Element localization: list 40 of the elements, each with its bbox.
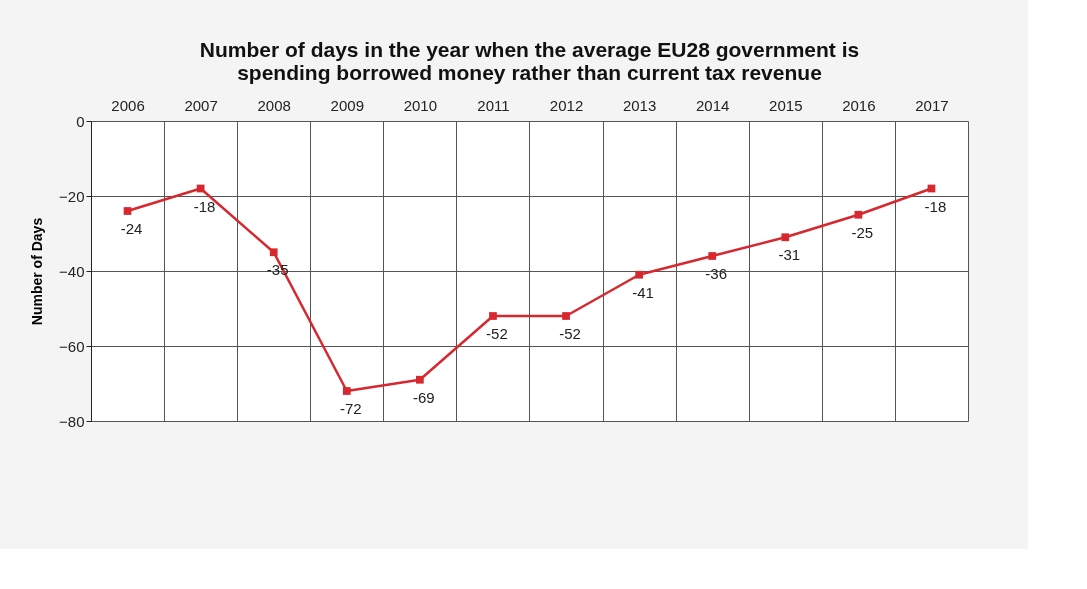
x-tick-label: 2017 xyxy=(915,96,949,114)
data-label: -52 xyxy=(486,325,508,342)
y-tick-label: −80 xyxy=(59,412,85,430)
data-label: -24 xyxy=(120,220,143,237)
point xyxy=(416,375,424,384)
data-label: -18 xyxy=(924,197,947,215)
x-tick-label: 2013 xyxy=(622,96,657,114)
x-tick-label: 2014 xyxy=(696,96,730,114)
point xyxy=(489,312,497,320)
data-label: -31 xyxy=(778,246,801,264)
y-tick-label: −60 xyxy=(59,337,85,355)
x-tick-label: 2011 xyxy=(477,96,510,114)
x-tick-label: 2016 xyxy=(842,96,876,114)
point xyxy=(269,248,278,257)
x-tick-label: 2009 xyxy=(330,96,364,114)
y-axis-title: Number of Days xyxy=(29,217,46,326)
point xyxy=(123,207,132,215)
point xyxy=(635,270,643,279)
y-tick-label: −20 xyxy=(59,187,85,205)
data-label: -52 xyxy=(559,325,581,342)
y-tick-label: −40 xyxy=(59,262,85,280)
data-label: -41 xyxy=(632,283,654,301)
x-tick-label: 2006 xyxy=(111,96,145,114)
text: spending borrowed money rather than current tax revenue xyxy=(237,61,822,84)
point xyxy=(342,387,351,395)
data-label: -69 xyxy=(413,388,435,406)
y-tick-label: 0 xyxy=(76,112,85,130)
x-tick-label: 2012 xyxy=(549,96,584,114)
x-tick-label: 2007 xyxy=(184,96,218,114)
data-label: -72 xyxy=(339,400,362,417)
x-tick-label: 2008 xyxy=(257,96,291,114)
point xyxy=(781,233,790,242)
point xyxy=(562,312,570,320)
point xyxy=(708,252,717,260)
x-tick-label: 2015 xyxy=(769,96,803,114)
data-label: -18 xyxy=(193,197,216,215)
point xyxy=(854,210,863,219)
data-label: -25 xyxy=(851,223,874,241)
text: Number of days in the year when the average EU28 government is xyxy=(199,38,860,61)
x-tick-label: 2010 xyxy=(403,96,438,114)
